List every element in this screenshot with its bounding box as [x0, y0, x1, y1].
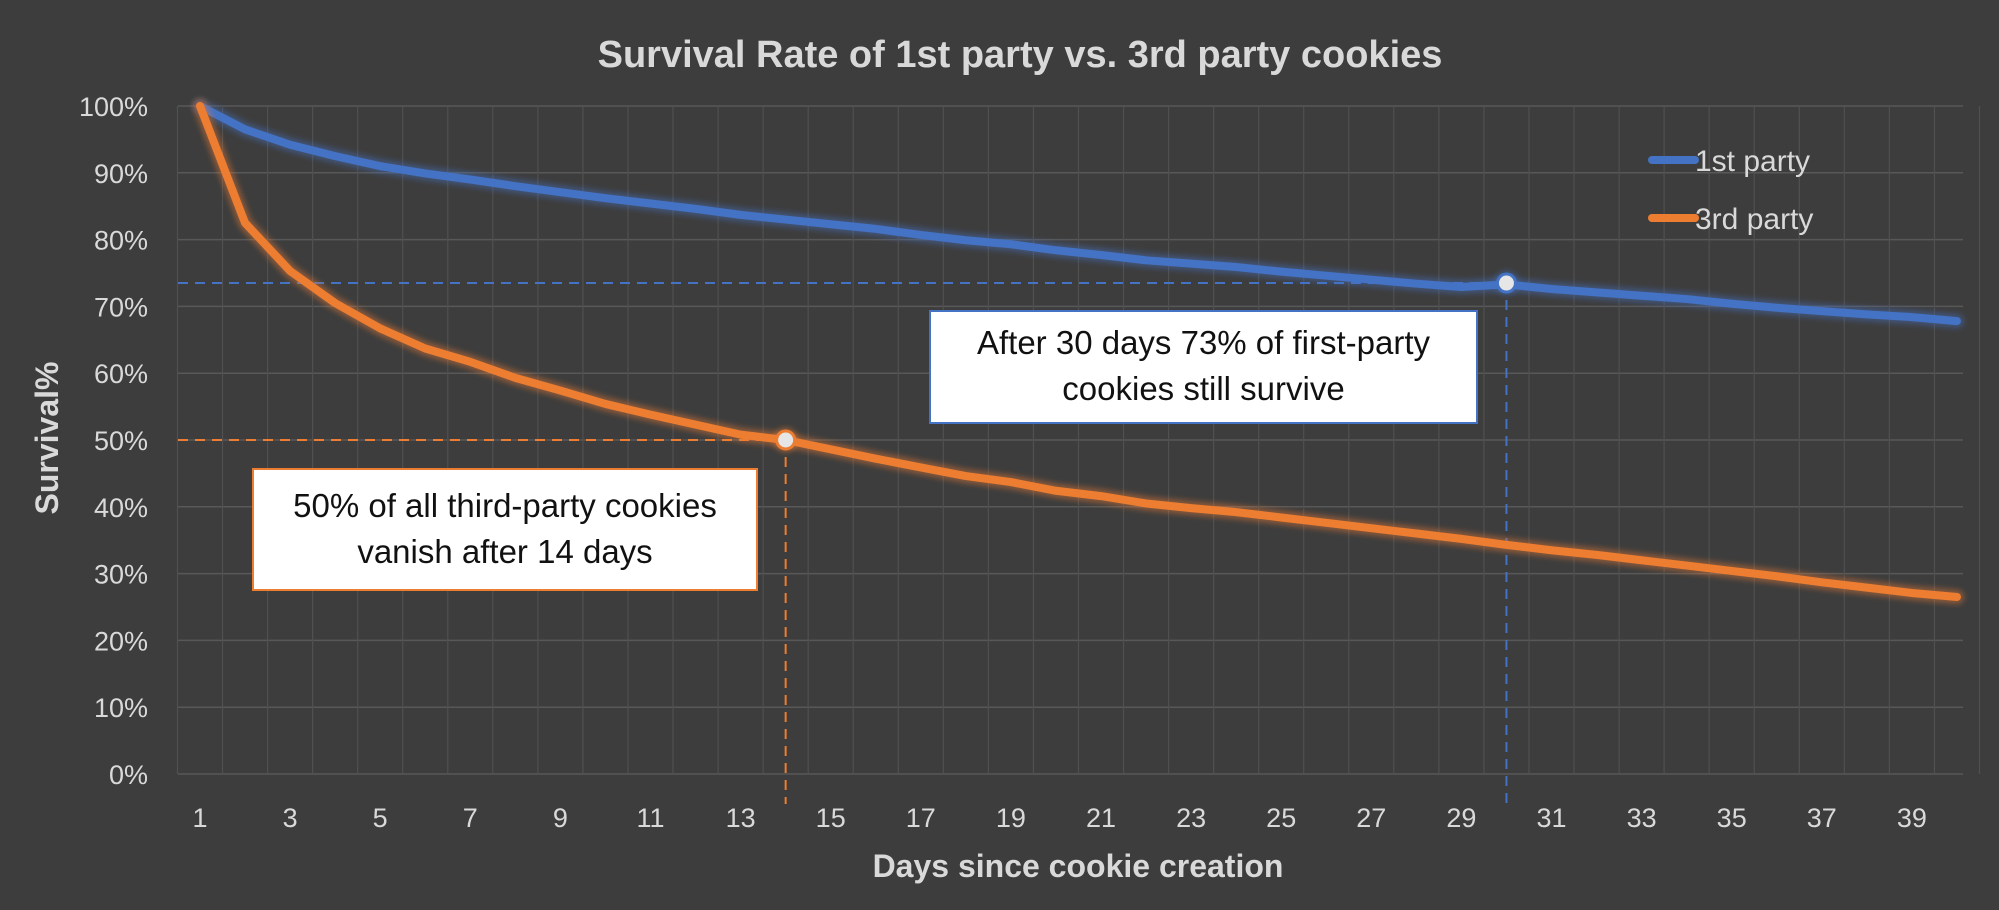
- series-line-0: [196, 102, 1961, 326]
- x-tick-label: 39: [1897, 803, 1927, 833]
- annotation-markers: [773, 271, 1519, 452]
- y-tick-label: 20%: [94, 626, 148, 656]
- y-tick-label: 30%: [94, 560, 148, 590]
- annotation-marker: [1495, 272, 1517, 294]
- x-tick-label: 1: [192, 803, 207, 833]
- series-lines: [193, 99, 1964, 604]
- y-tick-label: 70%: [94, 292, 148, 322]
- x-tick-labels: 1 3 5 7 9 11 13 15 17 19 21 23 25 27 29 31 33 35 37 39: [192, 803, 1926, 833]
- x-tick-label: 5: [373, 803, 388, 833]
- y-tick-label: 100%: [79, 92, 148, 122]
- x-tick-label: 21: [1086, 803, 1116, 833]
- annotation-marker: [775, 429, 797, 451]
- x-tick-label: 27: [1356, 803, 1386, 833]
- gridlines: [176, 105, 1981, 775]
- legend-label-1st-party: 1st party: [1695, 145, 1810, 178]
- x-tick-label: 17: [906, 803, 936, 833]
- x-tick-label: 31: [1536, 803, 1566, 833]
- x-tick-label: 29: [1446, 803, 1476, 833]
- series-line-1: [196, 102, 1961, 601]
- x-tick-label: 15: [816, 803, 846, 833]
- x-tick-label: 7: [463, 803, 478, 833]
- x-tick-label: 13: [726, 803, 756, 833]
- y-axis-title: Survival%: [29, 362, 65, 515]
- y-tick-labels: 0% 10% 20% 30% 40% 50% 60% 70% 80% 90% 100%: [79, 92, 148, 790]
- y-tick-label: 0%: [109, 760, 148, 790]
- legend-label-3rd-party: 3rd party: [1695, 203, 1813, 236]
- x-tick-label: 9: [553, 803, 568, 833]
- x-tick-label: 37: [1807, 803, 1837, 833]
- y-tick-label: 80%: [94, 226, 148, 256]
- x-tick-label: 11: [636, 803, 664, 833]
- x-tick-label: 35: [1717, 803, 1747, 833]
- x-tick-label: 3: [283, 803, 298, 833]
- y-tick-label: 60%: [94, 359, 148, 389]
- y-tick-label: 40%: [94, 493, 148, 523]
- x-tick-label: 23: [1176, 803, 1206, 833]
- y-tick-label: 50%: [94, 426, 148, 456]
- x-axis-title: Days since cookie creation: [873, 848, 1284, 884]
- y-tick-label: 10%: [94, 693, 148, 723]
- x-tick-label: 25: [1266, 803, 1296, 833]
- x-tick-label: 19: [996, 803, 1026, 833]
- y-tick-label: 90%: [94, 159, 148, 189]
- callout-third-party: 50% of all third-party cookies vanish af…: [252, 468, 758, 591]
- x-tick-label: 33: [1627, 803, 1657, 833]
- callout-first-party: After 30 days 73% of first-party cookies…: [929, 310, 1478, 424]
- chart-title: Survival Rate of 1st party vs. 3rd party…: [598, 34, 1443, 76]
- legend: 1st party 3rd party: [1648, 145, 1813, 236]
